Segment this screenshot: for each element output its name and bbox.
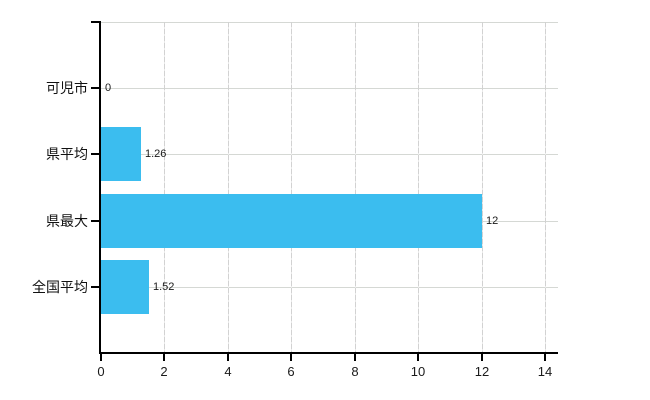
value-label: 1.26 xyxy=(145,148,167,160)
y-axis xyxy=(99,21,101,354)
x-tick-label: 12 xyxy=(474,364,490,379)
x-tick-label: 2 xyxy=(160,364,168,379)
x-axis-tick xyxy=(544,354,546,361)
x-axis-tick xyxy=(163,354,165,361)
gridline-vertical xyxy=(355,22,356,352)
gridline-vertical xyxy=(228,22,229,352)
x-axis-tick xyxy=(227,354,229,361)
x-axis-tick xyxy=(481,354,483,361)
gridline-vertical xyxy=(291,22,292,352)
gridline-vertical xyxy=(164,22,165,352)
gridline-vertical xyxy=(545,22,546,352)
gridline-horizontal xyxy=(101,154,558,155)
x-axis-tick xyxy=(417,354,419,361)
gridline-vertical xyxy=(482,22,483,352)
x-tick-label: 6 xyxy=(287,364,295,379)
x-tick-label: 0 xyxy=(97,364,105,379)
x-axis xyxy=(99,352,558,354)
category-label: 県最大 xyxy=(46,213,88,229)
gridline-vertical xyxy=(418,22,419,352)
x-tick-label: 8 xyxy=(351,364,359,379)
category-label: 全国平均 xyxy=(32,279,88,295)
x-tick-label: 10 xyxy=(410,364,426,379)
x-axis-tick xyxy=(354,354,356,361)
bar xyxy=(101,194,482,248)
category-label: 県平均 xyxy=(46,146,88,162)
gridline-horizontal xyxy=(101,287,558,288)
value-label: 1.52 xyxy=(153,281,175,293)
y-axis-tick xyxy=(91,153,99,155)
x-tick-label: 4 xyxy=(224,364,232,379)
y-axis-tick xyxy=(91,21,99,23)
value-label: 12 xyxy=(486,215,499,227)
x-axis-tick xyxy=(290,354,292,361)
y-axis-tick xyxy=(91,220,99,222)
plot-top-border xyxy=(101,22,558,23)
gridline-horizontal xyxy=(101,88,558,89)
x-axis-tick xyxy=(100,354,102,361)
bar xyxy=(101,127,141,181)
bar xyxy=(101,260,149,314)
x-tick-label: 14 xyxy=(537,364,553,379)
y-axis-tick xyxy=(91,87,99,89)
category-label: 可児市 xyxy=(46,80,88,96)
y-axis-tick xyxy=(91,286,99,288)
value-label: 0 xyxy=(105,82,112,94)
